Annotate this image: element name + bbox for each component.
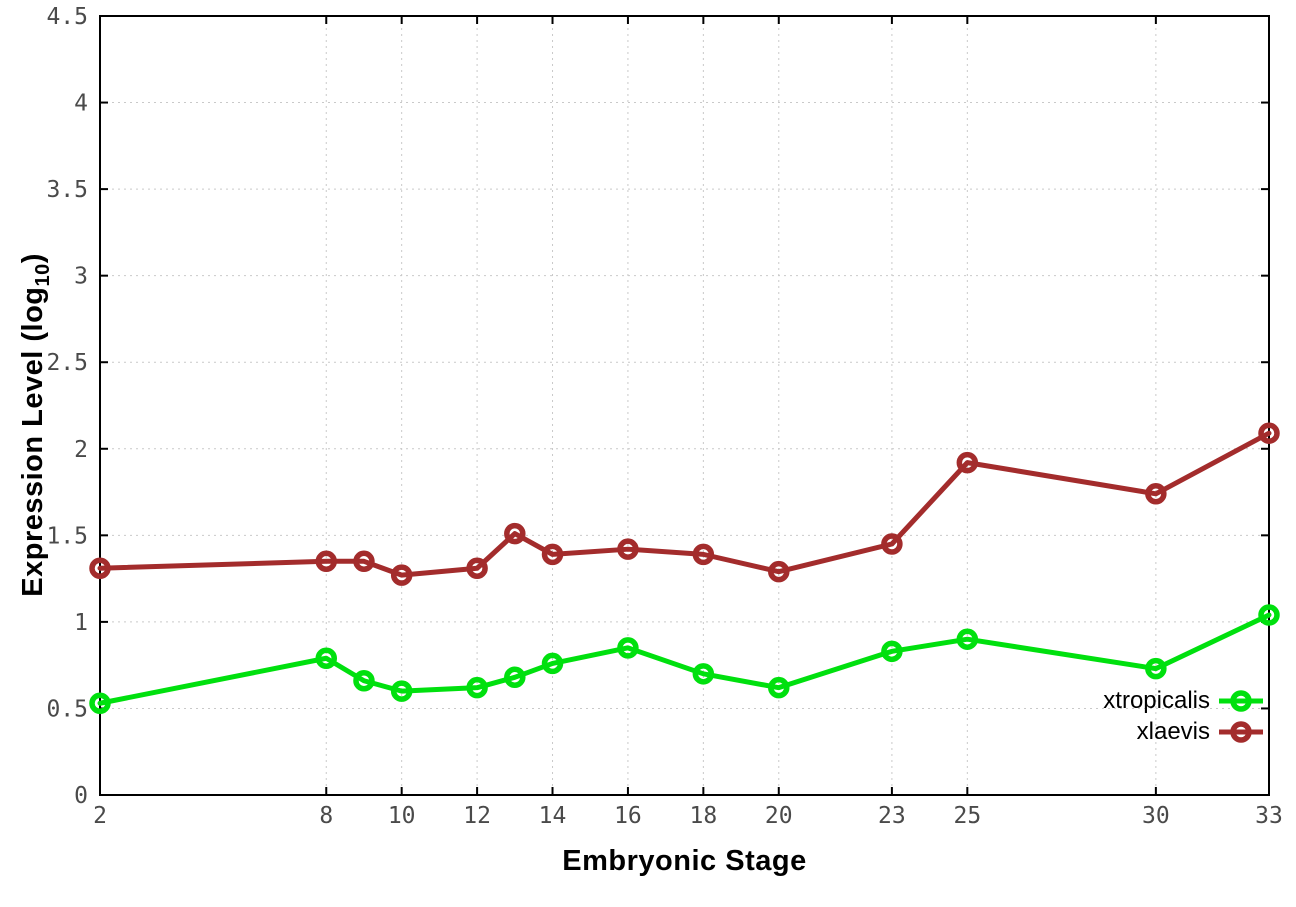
tick-labels: 0 0.5 1 1.5 2 2.5 3 3.5 4 4.5 2 8 10 12 14 16 18 20 23 25 30… <box>46 4 1282 829</box>
y-axis-title: Expression Level (log10) <box>17 215 55 635</box>
data-point-xlaevis <box>504 522 526 545</box>
y-axis-title-subscript: 10 <box>31 263 54 287</box>
data-point-xlaevis <box>390 564 413 586</box>
x-tick-label: 18 <box>690 803 718 829</box>
data-point-xtropicalis <box>353 669 375 692</box>
plot-border <box>99 15 1270 796</box>
data-point-xlaevis <box>768 560 790 583</box>
data-point-xlaevis <box>881 533 903 555</box>
y-tick-label: 2.5 <box>46 350 88 376</box>
legend-row-xtropicalis: xtropicalis <box>1103 685 1264 716</box>
data-point-xtropicalis <box>315 647 338 669</box>
x-tick-label: 30 <box>1142 803 1170 829</box>
x-tick-label: 23 <box>878 803 906 829</box>
y-tick-label: 0 <box>74 783 88 809</box>
data-point-xlaevis <box>541 543 564 566</box>
y-tick-label: 4.5 <box>46 4 88 30</box>
data-point-xtropicalis <box>1145 657 1167 680</box>
x-tick-label: 14 <box>539 803 567 829</box>
tick-marks <box>99 15 1270 796</box>
x-tick-label: 10 <box>388 803 416 829</box>
x-tick-label: 12 <box>463 803 491 829</box>
x-tick-label: 8 <box>319 803 333 829</box>
data-point-xtropicalis <box>617 637 639 659</box>
y-tick-label: 3.5 <box>46 177 88 203</box>
data-point-xlaevis <box>1258 422 1280 444</box>
data-point-xtropicalis <box>881 640 903 663</box>
y-tick-label: 1.5 <box>46 523 88 549</box>
series-line-xlaevis <box>97 430 1272 578</box>
data-point-xtropicalis <box>89 692 111 715</box>
x-tick-label: 25 <box>953 803 981 829</box>
y-tick-label: 1 <box>74 610 88 636</box>
data-point-xtropicalis <box>390 680 413 702</box>
legend-label-xlaevis: xlaevis <box>1136 717 1210 745</box>
x-tick-label: 2 <box>93 803 107 829</box>
data-point-xtropicalis <box>768 676 790 699</box>
data-point-xlaevis <box>466 557 488 579</box>
y-axis-title-text: Expression Level (log <box>17 286 50 597</box>
series-xtropicalis <box>89 604 1280 715</box>
data-point-xtropicalis <box>541 652 564 675</box>
legend-row-xlaevis: xlaevis <box>1103 716 1264 747</box>
y-tick-label: 3 <box>74 264 88 290</box>
series-xlaevis <box>89 422 1280 586</box>
x-tick-label: 33 <box>1255 803 1283 829</box>
legend-label-xtropicalis: xtropicalis <box>1103 686 1210 714</box>
x-tick-label: 20 <box>765 803 793 829</box>
data-point-xlaevis <box>617 538 639 560</box>
data-point-xlaevis <box>315 550 338 573</box>
data-point-xtropicalis <box>692 663 715 685</box>
data-point-xlaevis <box>956 451 979 474</box>
legend: xtropicalis xlaevis <box>1103 685 1264 747</box>
data-point-xtropicalis <box>1258 604 1280 626</box>
x-tick-label: 16 <box>614 803 642 829</box>
gridlines <box>100 16 1269 795</box>
legend-key-xlaevis-icon <box>1219 720 1263 743</box>
data-point-xtropicalis <box>504 666 526 689</box>
legend-key-xtropicalis-icon <box>1219 689 1263 712</box>
data-point-xtropicalis <box>466 676 488 699</box>
data-point-xlaevis <box>353 550 375 573</box>
data-point-xlaevis <box>692 543 715 566</box>
y-tick-label: 2 <box>74 437 88 463</box>
x-axis-title: Embryonic Stage <box>562 845 807 877</box>
data-point-xtropicalis <box>956 628 979 650</box>
y-axis-title-suffix: ) <box>17 253 50 264</box>
y-tick-label: 4 <box>74 91 88 117</box>
series-line-xtropicalis <box>97 612 1272 706</box>
y-tick-label: 0.5 <box>46 696 88 722</box>
data-point-xlaevis <box>1145 483 1167 505</box>
data-point-xlaevis <box>89 557 111 579</box>
